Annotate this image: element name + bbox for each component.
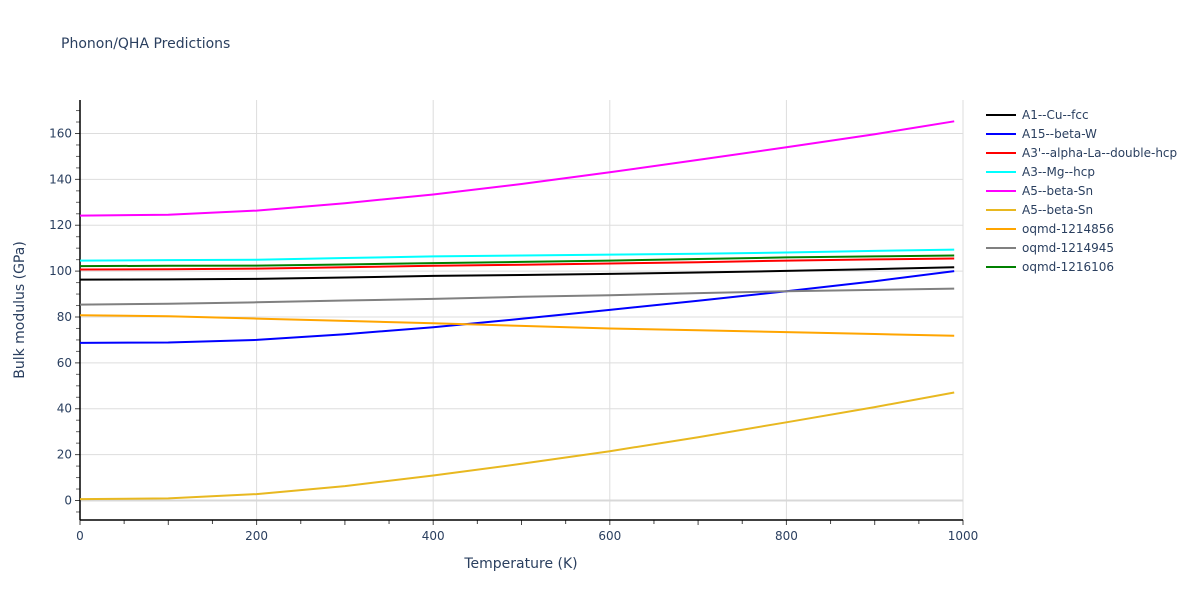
legend-swatch-icon (986, 189, 1016, 192)
legend-label: oqmd-1214945 (1022, 240, 1115, 255)
legend-item[interactable]: A3'--alpha-La--double-hcp (986, 143, 1177, 162)
x-tick-label: 800 (775, 529, 798, 543)
y-tick-label: 140 (49, 172, 72, 186)
legend-swatch-icon (986, 246, 1016, 249)
series-line[interactable] (79, 270, 955, 344)
x-tick-label: 200 (245, 529, 268, 543)
legend-item[interactable]: A5--beta-Sn (986, 200, 1177, 219)
series-line[interactable] (79, 257, 955, 271)
legend-item[interactable]: A15--beta-W (986, 124, 1177, 143)
y-tick-label: 0 (64, 494, 72, 508)
legend-item[interactable]: oqmd-1216106 (986, 257, 1177, 276)
y-axis-title: Bulk modulus (GPa) (12, 241, 28, 379)
x-tick-label: 0 (76, 529, 84, 543)
legend-label: oqmd-1214856 (1022, 221, 1115, 236)
legend-label: oqmd-1216106 (1022, 259, 1115, 274)
legend-label: A15--beta-W (1022, 126, 1097, 141)
y-tick-label: 80 (57, 310, 72, 324)
series-line[interactable] (79, 314, 955, 337)
y-tick-label: 120 (49, 218, 72, 232)
legend-label: A3'--alpha-La--double-hcp (1022, 145, 1178, 160)
series-line[interactable] (79, 266, 955, 281)
legend-item[interactable]: A5--beta-Sn (986, 181, 1177, 200)
y-tick-label: 160 (49, 126, 72, 140)
series-lines (79, 120, 955, 501)
series-line[interactable] (79, 391, 955, 501)
legend-swatch-icon (986, 113, 1016, 116)
legend-item[interactable]: A1--Cu--fcc (986, 105, 1177, 124)
y-tick-label: 60 (57, 356, 72, 370)
legend-item[interactable]: oqmd-1214945 (986, 238, 1177, 257)
legend-label: A5--beta-Sn (1022, 202, 1094, 217)
legend-swatch-icon (986, 208, 1016, 211)
y-tick-label: 40 (57, 402, 72, 416)
legend-item[interactable]: oqmd-1214856 (986, 219, 1177, 238)
series-line[interactable] (79, 254, 955, 268)
legend-swatch-icon (986, 132, 1016, 135)
legend-label: A5--beta-Sn (1022, 183, 1094, 198)
legend-swatch-icon (986, 265, 1016, 268)
y-tick-label: 100 (49, 264, 72, 278)
legend-swatch-icon (986, 227, 1016, 230)
x-axis-title: Temperature (K) (463, 556, 577, 572)
x-tick-label: 600 (598, 529, 621, 543)
legend-label: A3--Mg--hcp (1022, 164, 1095, 179)
legend-label: A1--Cu--fcc (1022, 107, 1089, 122)
series-line[interactable] (79, 248, 955, 262)
x-tick-label: 400 (422, 529, 445, 543)
y-tick-label: 20 (57, 448, 72, 462)
series-line[interactable] (79, 120, 955, 217)
series-line[interactable] (79, 287, 955, 306)
legend-item[interactable]: A3--Mg--hcp (986, 162, 1177, 181)
x-tick-label: 1000 (948, 529, 979, 543)
chart-title: Phonon/QHA Predictions (61, 36, 231, 52)
axes: 0 200 400 600 800 1000 0 20 40 60 80 100 120 140 160 (49, 100, 978, 543)
gridlines (80, 100, 964, 520)
legend: A1--Cu--fcc A15--beta-W A3'--alpha-La--dou… (986, 105, 1177, 276)
legend-swatch-icon (986, 151, 1016, 154)
legend-swatch-icon (986, 170, 1016, 173)
